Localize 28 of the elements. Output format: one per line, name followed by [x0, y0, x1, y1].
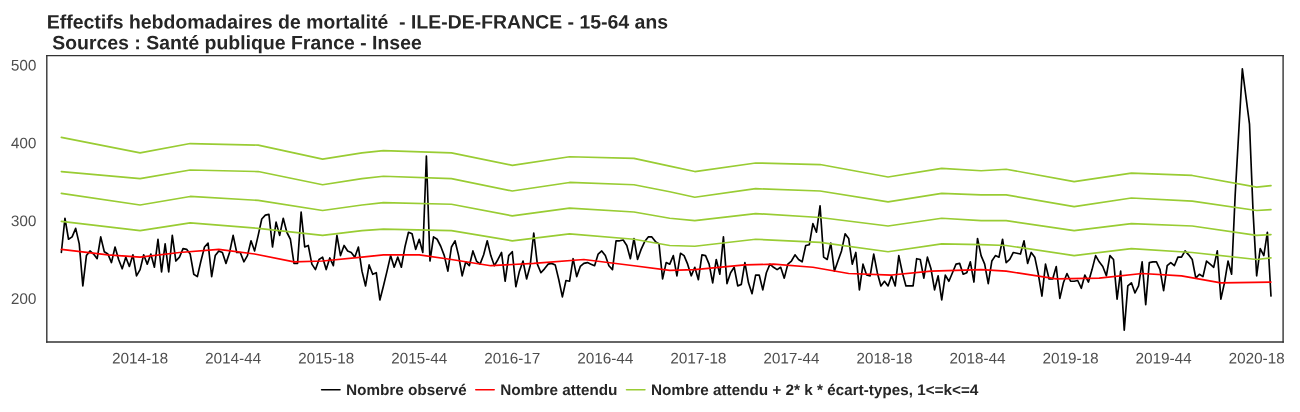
line-series [60, 136, 1272, 188]
chart-subtitle: Sources : Santé publique France - Insee [52, 35, 422, 54]
line-series [60, 248, 1272, 284]
y-tick-label: 400 [11, 137, 36, 149]
x-tick-label: 2014-18 [112, 352, 168, 364]
y-tick-label: 200 [11, 293, 36, 305]
x-tick-label: 2020-18 [1229, 352, 1285, 364]
x-tick-label: 2017-18 [671, 352, 726, 364]
line-series [60, 220, 1272, 261]
x-tick-label: 2016-44 [578, 352, 633, 364]
legend-label: Nombre attendu + 2* k * écart-types, 1<=k<=4 [652, 383, 979, 399]
line-series [60, 192, 1272, 237]
x-tick-label: 2015-18 [298, 352, 354, 364]
x-tick-label: 2019-18 [1043, 352, 1098, 364]
x-tick-label: 2019-44 [1136, 352, 1192, 364]
x-tick-label: 2017-44 [764, 352, 820, 364]
chart-title: Effectifs hebdomadaires de mortalité - ILE-DE-FRANCE - 15-64 ans [48, 14, 668, 29]
legend-label: Nombre observé [347, 383, 467, 396]
x-tick-label: 2014-44 [205, 352, 261, 364]
x-tick-label: 2016-17 [485, 352, 540, 364]
x-tick-label: 2018-44 [950, 352, 1006, 364]
legend-label: Nombre attendu [501, 384, 617, 396]
line-series [60, 68, 1272, 332]
y-tick-label: 300 [11, 215, 36, 227]
x-tick-label: 2015-44 [391, 352, 447, 364]
y-tick-label: 500 [11, 59, 36, 71]
x-tick-label: 2018-18 [857, 352, 912, 364]
line-series [60, 169, 1272, 212]
